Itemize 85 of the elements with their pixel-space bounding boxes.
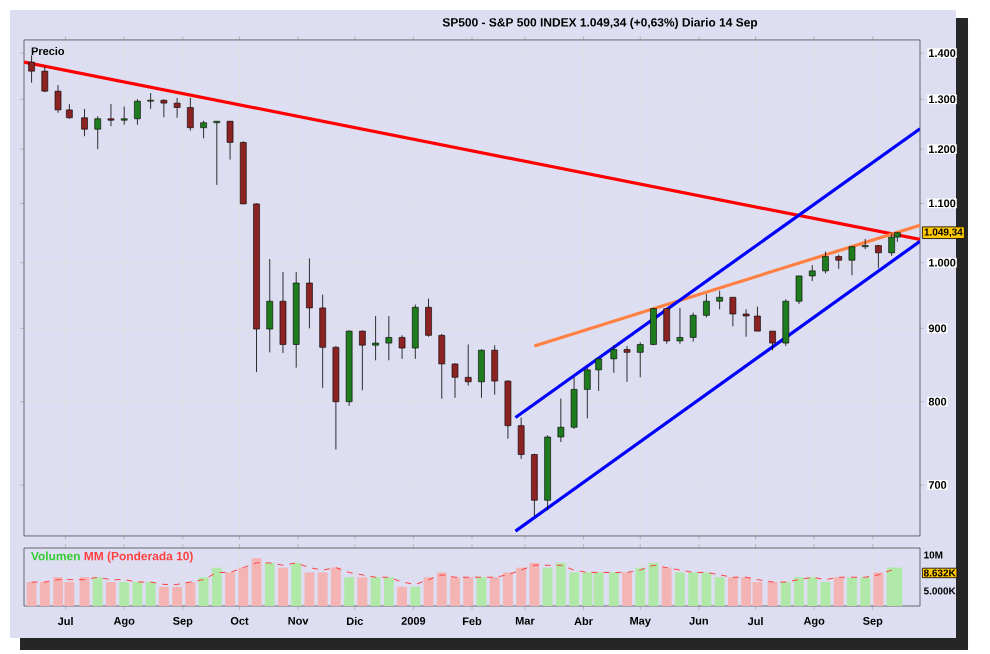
bar — [26, 582, 37, 606]
bar — [833, 577, 844, 606]
bar — [873, 572, 884, 606]
candlestick — [120, 106, 128, 126]
candlestick — [425, 298, 432, 338]
bar — [714, 577, 725, 606]
candlestick — [81, 108, 88, 137]
bar — [661, 567, 672, 606]
candlestick — [226, 120, 234, 160]
bar — [92, 577, 103, 606]
candlestick — [716, 290, 723, 310]
candlestick — [41, 66, 49, 93]
bar — [357, 577, 368, 606]
candlestick — [822, 251, 829, 274]
bar — [344, 577, 355, 606]
bar — [264, 562, 275, 606]
bar — [622, 572, 632, 606]
bar — [410, 586, 421, 606]
candlestick — [134, 98, 141, 126]
candlestick — [729, 296, 737, 327]
bar — [820, 582, 831, 606]
candlestick — [769, 330, 776, 351]
bar — [397, 586, 407, 606]
candlestick — [742, 308, 750, 338]
candlestick — [570, 376, 578, 430]
candlestick — [595, 358, 602, 392]
candlestick — [531, 453, 538, 517]
candlestick — [557, 398, 565, 443]
candlestick — [398, 334, 406, 360]
candlestick — [610, 344, 618, 374]
candlestick — [636, 341, 644, 378]
candlestick — [279, 271, 287, 354]
bar — [106, 582, 116, 606]
bar — [304, 572, 315, 606]
candlestick — [464, 344, 472, 386]
candlestick — [703, 293, 710, 318]
bar — [648, 562, 659, 606]
candlestick — [359, 330, 366, 391]
bar — [251, 558, 262, 606]
candlestick — [504, 379, 512, 440]
bar — [635, 567, 646, 606]
candlestick — [107, 103, 115, 127]
bar — [423, 577, 434, 606]
bar — [79, 577, 90, 606]
candlestick — [319, 294, 326, 389]
candlestick — [28, 54, 35, 84]
candlestick — [266, 258, 274, 353]
candlestick — [372, 315, 379, 361]
bar — [145, 582, 156, 606]
candlestick — [861, 238, 869, 250]
bar — [767, 582, 778, 606]
candlestick — [147, 92, 154, 110]
candlestick — [160, 98, 168, 118]
candlestick — [173, 97, 181, 119]
bar — [608, 572, 619, 606]
candlestick — [54, 84, 62, 114]
candlestick — [888, 233, 895, 257]
candlestick — [478, 349, 485, 399]
candlestick — [411, 304, 419, 360]
candlestick — [676, 307, 684, 345]
candlestick — [583, 367, 591, 419]
bar — [132, 582, 143, 606]
candlestick — [517, 417, 525, 460]
candlestick — [623, 345, 631, 383]
candlestick — [213, 120, 221, 186]
candlestick — [754, 306, 761, 332]
candlestick — [795, 275, 803, 305]
bar — [892, 567, 903, 606]
bar — [278, 567, 288, 606]
candlestick — [689, 312, 697, 343]
candlestick — [491, 344, 499, 396]
candlestick — [94, 115, 102, 150]
bar — [198, 577, 209, 606]
bar — [211, 567, 222, 606]
candlestick — [663, 307, 671, 345]
bar — [476, 577, 487, 606]
candlestick — [306, 257, 313, 329]
candlestick — [782, 298, 790, 347]
bar — [119, 582, 130, 606]
bar — [291, 562, 302, 606]
candlestick — [187, 97, 194, 132]
candlestick — [385, 315, 393, 361]
candlestick — [438, 333, 446, 400]
candlestick — [848, 245, 856, 276]
candlestick — [451, 362, 459, 399]
